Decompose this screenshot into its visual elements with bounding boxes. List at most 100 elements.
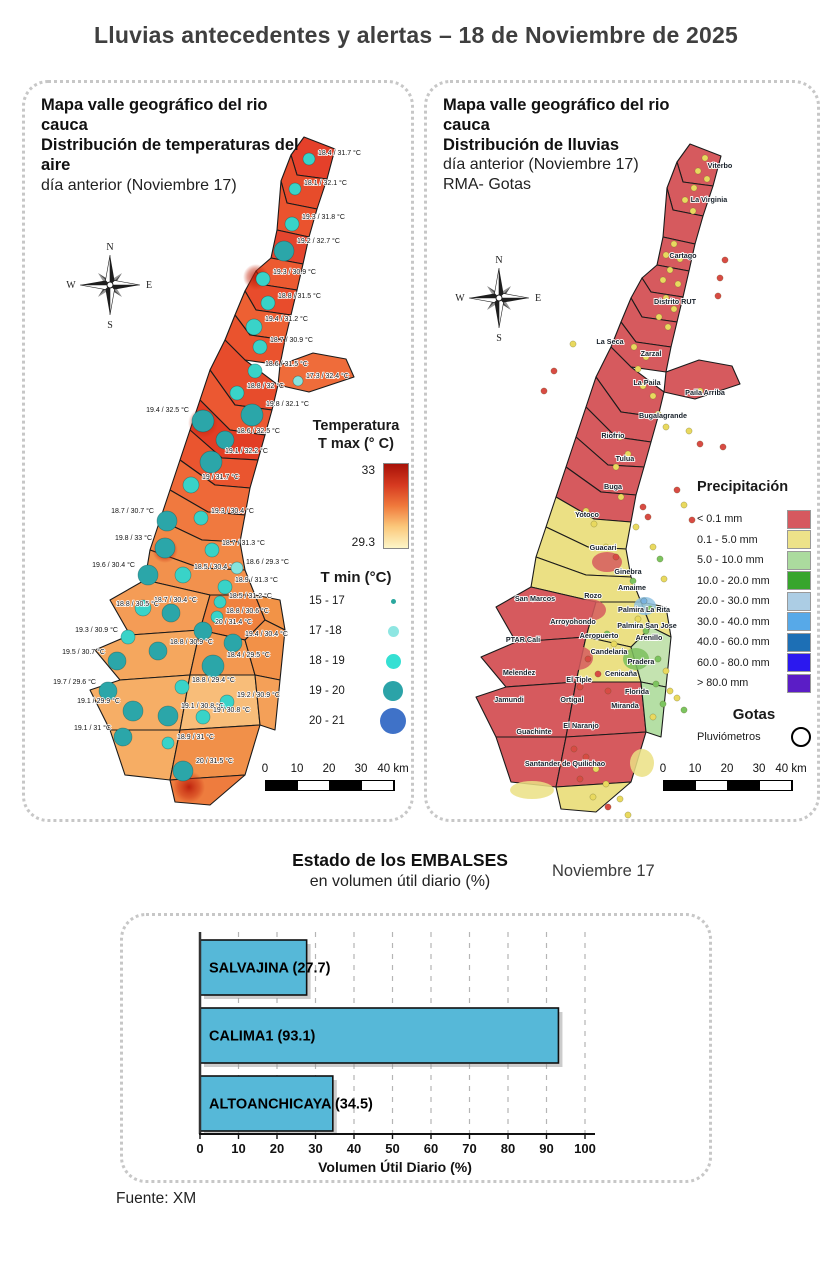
station-temperature-label: 18.6 / 32.5 °C — [237, 427, 280, 435]
station-temperature-label: 19.3 / 31.8 °C — [302, 213, 345, 221]
station-temperature-label: 18.7 / 30.7 °C — [111, 507, 154, 515]
station-temperature-label: 19.4 / 31.2 °C — [265, 315, 308, 323]
precip-legend-row: 20.0 - 30.0 mm — [697, 591, 811, 612]
pluviometer-dot — [689, 207, 697, 215]
station-tmin-circle — [201, 654, 225, 678]
precip-class-swatch — [787, 591, 811, 611]
pluviometer-dot — [610, 640, 618, 648]
reservoir-bar-chart: 0 10 20 30 40 50 60 70 80 90 100 SALVAJINA (27.7) CA… — [196, 932, 596, 1175]
pluviometer-dot — [582, 753, 590, 761]
reservoir-chart-panel: 0 10 20 30 40 50 60 70 80 90 100 SALVAJINA (27.7) CA… — [120, 913, 712, 1183]
station-tmin-circle — [260, 295, 276, 311]
city-label: Amaime — [618, 583, 646, 592]
pluviometer-dot — [649, 713, 657, 721]
station-tmin-circle — [204, 542, 220, 558]
pluviometer-dot — [584, 655, 592, 663]
pluviometer-dot — [670, 240, 678, 248]
scale-bar-label: 40 km — [377, 763, 409, 775]
temperature-legend: Temperatura T max (° C) 33 29.3 T min (°… — [303, 417, 409, 736]
tmin-legend-title: T min (°C) — [320, 569, 392, 587]
pluviometer-dot — [634, 615, 642, 623]
map-subtitle: Distribución de lluvias — [443, 136, 620, 155]
x-axis-tick-label: 0 — [196, 1141, 203, 1156]
pluviometer-dot — [659, 700, 667, 708]
tmin-class-circle-icon — [390, 598, 396, 604]
precip-class-label: 20.0 - 30.0 mm — [697, 595, 770, 608]
rain-intensity-patch — [572, 599, 606, 621]
station-tmin-circle — [302, 152, 316, 166]
pluviometer-dot — [656, 555, 664, 563]
pluviometer-dot — [564, 697, 572, 705]
precip-class-label: 40.0 - 60.0 mm — [697, 636, 770, 649]
pluviometer-dot — [639, 503, 647, 511]
compass-rose: N E S W — [66, 242, 152, 331]
station-temperature-label: 20 / 31.5 °C — [196, 757, 233, 765]
reservoir-bar-label: CALIMA1 (93.1) — [209, 1029, 316, 1045]
pluviometer-dot — [681, 196, 689, 204]
station-tmin-circle — [217, 579, 233, 595]
station-tmin-circle — [154, 537, 176, 559]
pluviometer-dot — [673, 486, 681, 494]
pluviometer-dot — [674, 280, 682, 288]
city-label: Palmira San Jose — [617, 621, 677, 630]
pluviometer-dot — [550, 367, 558, 375]
station-tmin-circle — [193, 510, 209, 526]
station-temperature-label: 18.9 / 31 °C — [177, 733, 214, 741]
station-temperature-label: 18.5 / 31.2 °C — [229, 592, 272, 600]
pluviometer-dot — [719, 443, 727, 451]
precip-legend-row: 10.0 - 20.0 mm — [697, 571, 811, 592]
tmin-class-circle-icon — [380, 708, 406, 735]
pluviometer-dot — [654, 655, 662, 663]
precip-legend-row: 30.0 - 40.0 mm — [697, 612, 811, 633]
station-tmin-circle — [195, 709, 211, 725]
station-temperature-label: 19.3 / 30.9 °C — [273, 268, 316, 276]
x-axis-tick-label: 40 — [347, 1141, 361, 1156]
station-tmin-circle — [98, 681, 118, 701]
precipitation-legend-title: Precipitación — [697, 479, 789, 495]
rain-map-panel: Mapa valle geográfico del rio cauca Dist… — [424, 80, 820, 822]
station-tmin-circle — [107, 651, 127, 671]
pluviometer-dot — [582, 507, 590, 515]
pluviometer-dot — [659, 276, 667, 284]
station-temperature-label: 19.1 / 30.8 °C — [181, 702, 224, 710]
city-label: Florida — [625, 687, 650, 696]
x-axis-tick-label: 90 — [539, 1141, 553, 1156]
rain-map-header: Mapa valle geográfico del rio cauca Dist… — [443, 95, 705, 194]
pluviometer-dot — [673, 694, 681, 702]
station-tmin-circle — [137, 564, 159, 586]
pluviometer-dot — [629, 577, 637, 585]
pluviometer-dot — [685, 427, 693, 435]
x-axis-tick-label: 10 — [231, 1141, 245, 1156]
pluviometer-dot — [559, 760, 567, 768]
pluviometer-dot — [540, 387, 548, 395]
precip-legend-row: 5.0 - 10.0 mm — [697, 550, 811, 571]
station-temperature-label: 18.4 / 31.7 °C — [318, 149, 361, 157]
pluviometer-dot — [640, 597, 648, 605]
pluviometer-dot — [590, 520, 598, 528]
station-tmin-circle — [148, 641, 168, 661]
pluviometer-dot — [714, 292, 722, 300]
pluviometer-dot — [709, 162, 717, 170]
x-axis-title: Volumen Útil Diario (%) — [318, 1158, 472, 1175]
station-tmin-circle — [172, 760, 194, 782]
scale-bar-label: 40 km — [775, 763, 807, 775]
station-tmin-circle — [120, 629, 136, 645]
x-axis-tick-label: 20 — [270, 1141, 284, 1156]
station-temperature-label: 19.2 / 32.7 °C — [297, 237, 340, 245]
city-label: Pradera — [628, 657, 656, 666]
pluviometer-dot — [624, 450, 632, 458]
pluviometer-dot — [604, 803, 612, 811]
precip-class-label: 5.0 - 10.0 mm — [697, 554, 764, 567]
station-temperature-label: 20 / 31.4 °C — [215, 618, 252, 626]
city-label: Zarzal — [641, 349, 662, 358]
precip-class-swatch — [787, 653, 811, 673]
station-tmin-circle — [113, 727, 133, 747]
station-temperature-label: 19.5 / 30.7 °C — [62, 648, 105, 656]
city-label: Candelaria — [591, 647, 629, 656]
pluviometer-dot — [617, 493, 625, 501]
station-tmin-circle — [288, 182, 302, 196]
precip-class-swatch — [787, 530, 811, 550]
pluviometer-dot — [602, 780, 610, 788]
pluviometer-dot — [703, 175, 711, 183]
compass-rose: N E S W — [455, 255, 541, 344]
